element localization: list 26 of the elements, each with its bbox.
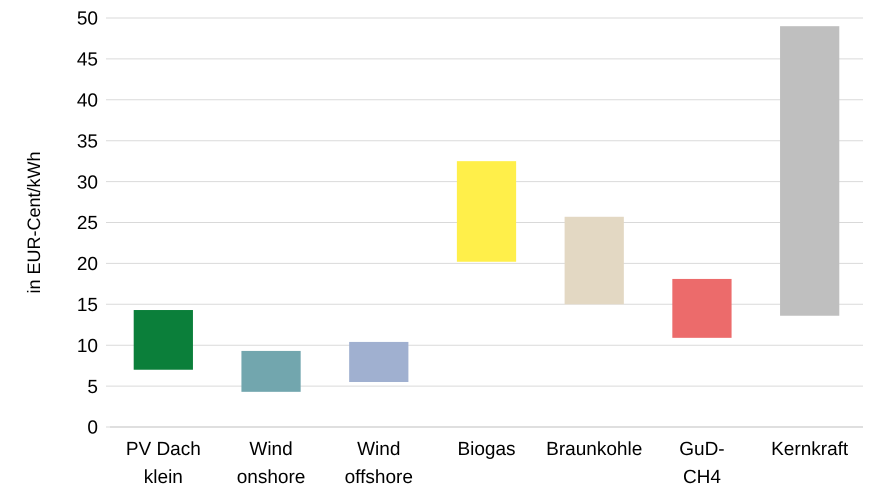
y-tick-label: 10 [76,336,98,357]
x-tick-label: Biogas [457,439,516,460]
y-tick-label: 30 [76,172,98,194]
x-tick-label: Wind onshore [236,439,306,488]
y-tick-label: 25 [76,213,98,234]
bar [134,310,193,370]
bar [780,26,840,316]
y-axis-title: in EUR-Cent/kWh [24,151,44,294]
y-tick-label: 40 [76,90,98,112]
x-tick-label: Kernkraft [771,439,849,460]
y-tick-label: 35 [76,131,98,152]
x-tick-label: PV Dach klein [126,439,201,488]
y-tick-label: 5 [87,376,98,398]
y-tick-label: 15 [76,294,98,316]
x-tick-label: GuD- CH4 [679,439,725,488]
y-tick-label: 45 [76,50,98,71]
y-tick-label: 50 [76,8,98,30]
bar [456,161,516,262]
bar [241,350,301,392]
bar [672,278,732,338]
bar [349,342,408,382]
bar [564,216,624,304]
x-tick-label: Wind offshore [344,439,413,488]
y-tick-label: 0 [87,418,98,439]
x-tick-label: Braunkohle [546,439,642,460]
y-tick-label: 20 [76,254,98,276]
